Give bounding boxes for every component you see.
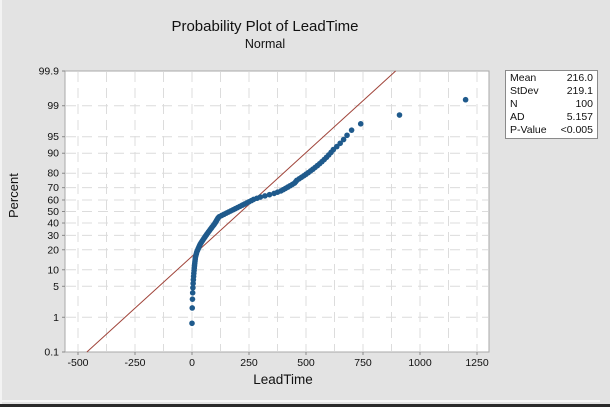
svg-text:80: 80 bbox=[47, 168, 59, 180]
svg-text:0.1: 0.1 bbox=[44, 347, 59, 359]
svg-text:99: 99 bbox=[47, 100, 59, 112]
fit-line bbox=[86, 70, 396, 353]
svg-text:70: 70 bbox=[47, 182, 59, 194]
chart-subtitle: Normal bbox=[244, 37, 286, 51]
svg-text:95: 95 bbox=[47, 131, 59, 143]
stat-row-mean: Mean 216.0 bbox=[510, 72, 593, 84]
svg-text:30: 30 bbox=[47, 230, 59, 242]
stats-legend-box: Mean 216.0 StDev 219.1 N 100 AD 5.157 P-Valu… bbox=[505, 70, 598, 139]
svg-text:-500: -500 bbox=[67, 357, 88, 369]
stat-row-ad: AD 5.157 bbox=[510, 111, 593, 123]
chart-title: Probability Plot of LeadTime bbox=[171, 18, 359, 35]
x-axis-label: LeadTime bbox=[253, 372, 313, 387]
svg-text:60: 60 bbox=[47, 194, 59, 206]
svg-text:5: 5 bbox=[53, 281, 59, 293]
svg-text:10: 10 bbox=[47, 264, 59, 276]
svg-text:99.9: 99.9 bbox=[39, 66, 60, 78]
svg-text:1000: 1000 bbox=[408, 357, 432, 369]
svg-text:250: 250 bbox=[240, 357, 258, 369]
stat-row-stdev: StDev 219.1 bbox=[510, 85, 593, 97]
svg-text:20: 20 bbox=[47, 244, 59, 256]
data-points bbox=[189, 96, 469, 327]
y-axis-label: Percent bbox=[6, 173, 21, 218]
svg-text:-250: -250 bbox=[124, 357, 145, 369]
svg-text:1: 1 bbox=[53, 312, 59, 324]
svg-text:90: 90 bbox=[47, 148, 59, 160]
stat-row-n: N 100 bbox=[510, 98, 593, 110]
svg-text:40: 40 bbox=[47, 218, 59, 230]
svg-text:750: 750 bbox=[354, 357, 372, 369]
x-axis-ticks: -500 -250 0 250 500 750 1000 1250 bbox=[67, 352, 489, 369]
window-edge-highlight bbox=[0, 400, 600, 402]
gridlines bbox=[66, 72, 488, 351]
svg-text:50: 50 bbox=[47, 206, 59, 218]
window-bottom-border bbox=[0, 404, 610, 407]
svg-text:0: 0 bbox=[189, 357, 195, 369]
svg-text:500: 500 bbox=[297, 357, 315, 369]
stat-row-pvalue: P-Value <0.005 bbox=[510, 124, 593, 136]
svg-text:1250: 1250 bbox=[465, 357, 489, 369]
